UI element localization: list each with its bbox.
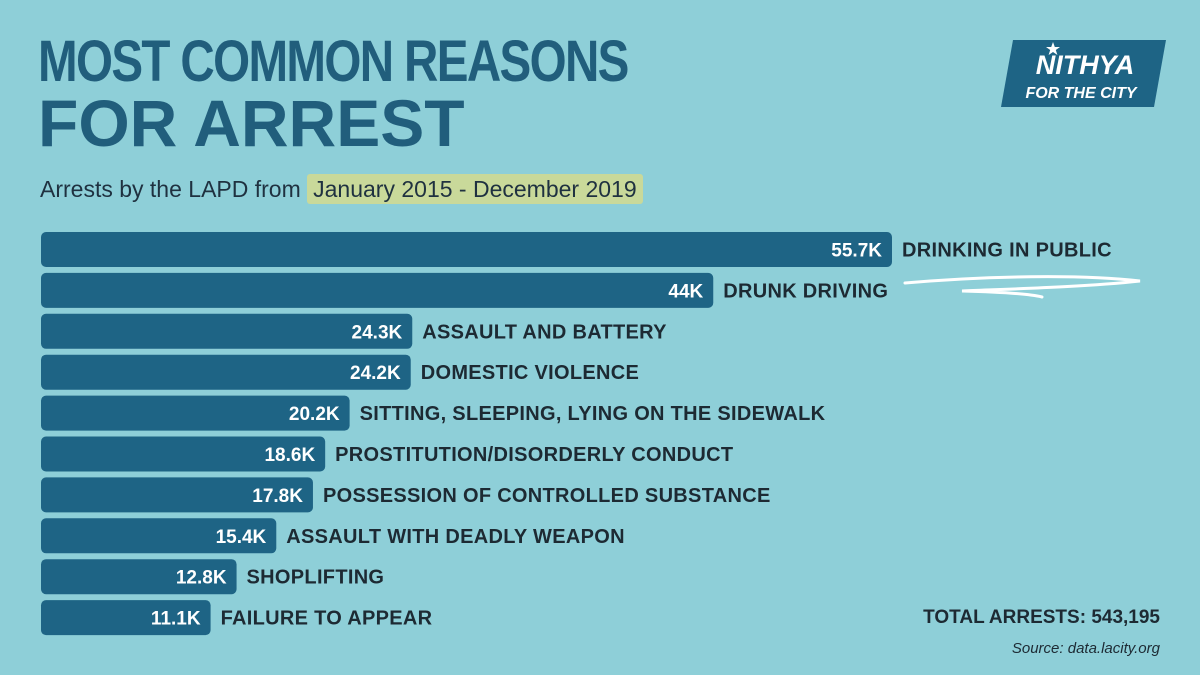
bar-value-label-9: 11.1K — [151, 609, 201, 630]
bar-category-label-0: DRINKING IN PUBLIC — [902, 240, 1112, 262]
subtitle-date-range: January 2015 - December 2019 — [307, 174, 643, 204]
bar-value-label-2: 24.3K — [352, 322, 403, 343]
bar-category-label-2: ASSAULT AND BATTERY — [422, 321, 667, 343]
bar-value-label-7: 15.4K — [216, 527, 267, 548]
bar-2 — [41, 313, 413, 349]
bar-category-label-4: SITTING, SLEEPING, LYING ON THE SIDEWALK — [360, 403, 826, 425]
chart-title-line-2: FOR ARREST — [38, 86, 465, 160]
bar-category-label-9: FAILURE TO APPEAR — [221, 608, 433, 630]
bar-category-label-7: ASSAULT WITH DEADLY WEAPON — [286, 526, 625, 548]
star-icon — [1046, 42, 1060, 55]
bar-8 — [41, 559, 237, 595]
bar-7 — [41, 518, 277, 554]
bar-0 — [41, 232, 892, 267]
bar-value-label-8: 12.8K — [176, 568, 227, 589]
chart-title-line-1: MOST COMMON REASONS — [38, 29, 629, 94]
bar-6 — [41, 477, 313, 513]
bar-value-label-4: 20.2K — [289, 404, 340, 425]
bar-category-label-5: PROSTITUTION/DISORDERLY CONDUCT — [335, 444, 733, 466]
chart-subtitle: Arrests by the LAPD from January 2015 - … — [40, 174, 643, 204]
bar-value-label-0: 55.7K — [831, 241, 882, 262]
bar-5 — [41, 436, 326, 472]
bar-category-label-1: DRUNK DRIVING — [723, 280, 888, 302]
bar-category-label-8: SHOPLIFTING — [247, 567, 385, 589]
logo-tagline: FOR THE CITY — [1025, 85, 1137, 102]
source-note: Source: data.lacity.org — [1011, 640, 1160, 657]
bar-value-label-6: 17.8K — [252, 486, 303, 507]
bar-category-label-6: POSSESSION OF CONTROLLED SUBSTANCE — [323, 485, 771, 507]
subtitle-prefix: Arrests by the LAPD from — [40, 176, 308, 202]
bar-4 — [41, 395, 350, 431]
logo-name: NITHYA — [1036, 50, 1135, 80]
bar-9 — [41, 600, 211, 636]
bar-1 — [41, 272, 714, 308]
logo: NITHYA FOR THE CITY — [1001, 40, 1166, 107]
bar-3 — [41, 354, 411, 390]
bar-value-label-3: 24.2K — [350, 363, 401, 384]
bar-value-label-1: 44K — [668, 281, 703, 302]
bar-value-label-5: 18.6K — [264, 445, 315, 466]
bar-category-label-3: DOMESTIC VIOLENCE — [421, 362, 639, 384]
total-arrests: TOTAL ARRESTS: 543,195 — [923, 607, 1160, 628]
underline-scribble — [903, 275, 1141, 299]
